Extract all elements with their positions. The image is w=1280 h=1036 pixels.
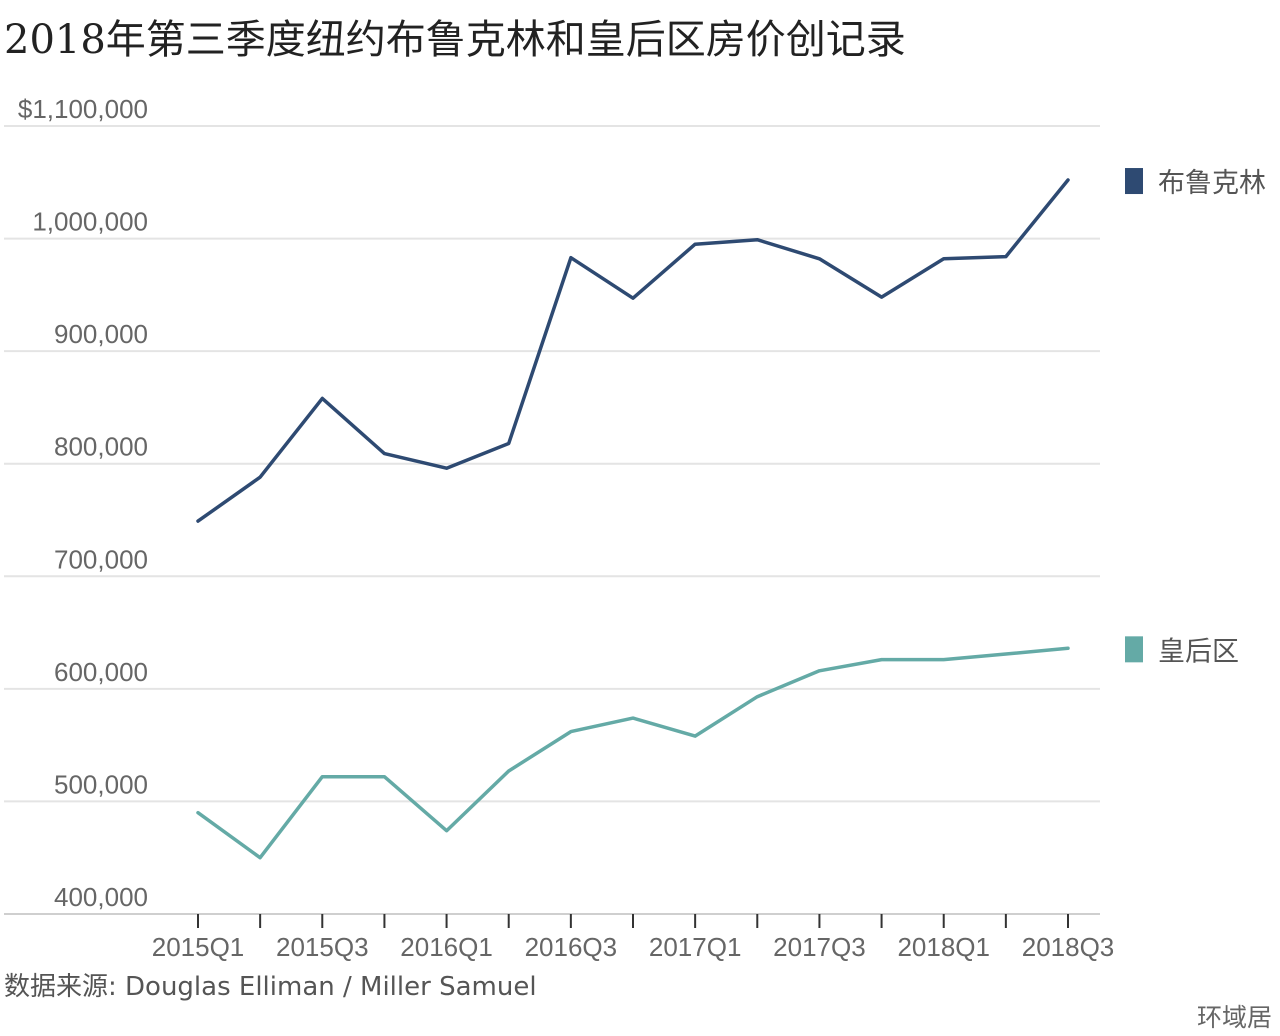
series-line-queens: [196, 646, 1070, 860]
y-tick-label: 1,000,000: [32, 207, 148, 237]
data-point: [445, 829, 449, 833]
data-point: [382, 775, 386, 779]
x-axis: 2015Q1 2015Q3 2016Q1 2016Q3 2017Q1 2017Q3 2018…: [152, 914, 1115, 962]
x-tick-label: 2017Q3: [773, 932, 866, 962]
data-point: [817, 257, 821, 261]
data-point: [445, 466, 449, 470]
legend-label: 布鲁克林: [1158, 168, 1266, 199]
data-point: [196, 519, 200, 523]
data-point: [1004, 652, 1008, 656]
chart-title: 2018年第三季度纽约布鲁克林和皇后区房价创记录: [4, 17, 906, 63]
source-note: 数据来源: Douglas Elliman / Miller Samuel: [4, 972, 537, 1002]
data-point: [631, 716, 635, 720]
x-tick-label: 2016Q1: [400, 932, 493, 962]
x-tick-label: 2017Q1: [649, 932, 742, 962]
y-axis-ticks: $1,100,000 1,000,000 900,000 800,000 700,000…: [18, 94, 148, 912]
data-point: [196, 811, 200, 815]
data-point: [569, 256, 573, 260]
data-point: [880, 295, 884, 299]
data-point: [258, 475, 262, 479]
y-tick-label: $1,100,000: [18, 94, 148, 124]
data-point: [693, 242, 697, 246]
data-point: [258, 856, 262, 860]
x-tick-label: 2015Q3: [276, 932, 369, 962]
x-tick-label: 2016Q3: [525, 932, 618, 962]
data-point: [507, 442, 511, 446]
data-point: [880, 658, 884, 662]
y-tick-label: 900,000: [54, 319, 148, 349]
data-point: [382, 452, 386, 456]
data-point: [320, 775, 324, 779]
data-point: [942, 658, 946, 662]
data-point: [631, 296, 635, 300]
data-point: [755, 238, 759, 242]
series-lines: [196, 178, 1070, 860]
legend-swatch: [1125, 636, 1143, 663]
x-tick-label: 2015Q1: [152, 932, 245, 962]
y-tick-label: 500,000: [54, 769, 148, 799]
grid-lines: [4, 125, 1100, 915]
data-point: [817, 669, 821, 673]
data-point: [569, 730, 573, 734]
legend-swatch: [1125, 168, 1143, 195]
data-point: [507, 769, 511, 773]
legend-label: 皇后区: [1158, 636, 1239, 667]
data-point: [755, 695, 759, 699]
x-tick-label: 2018Q3: [1022, 932, 1115, 962]
series-line-brooklyn: [196, 178, 1070, 523]
data-point: [942, 257, 946, 261]
y-tick-label: 400,000: [54, 882, 148, 912]
data-point: [693, 734, 697, 738]
y-tick-label: 600,000: [54, 657, 148, 687]
data-point: [1004, 255, 1008, 259]
data-point: [1066, 646, 1070, 650]
y-tick-label: 800,000: [54, 432, 148, 462]
brand-watermark: 环域居: [1197, 1003, 1272, 1032]
y-tick-label: 700,000: [54, 544, 148, 574]
data-point: [320, 396, 324, 400]
data-point: [1066, 178, 1070, 182]
x-tick-label: 2018Q1: [897, 932, 990, 962]
